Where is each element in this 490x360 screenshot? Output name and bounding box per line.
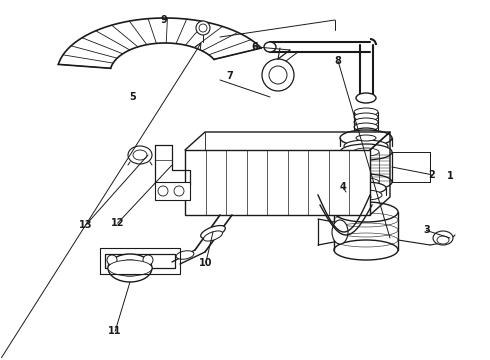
Ellipse shape xyxy=(158,186,168,196)
Ellipse shape xyxy=(128,146,152,164)
Ellipse shape xyxy=(107,255,117,265)
Text: 2: 2 xyxy=(428,170,435,180)
Ellipse shape xyxy=(174,186,184,196)
Ellipse shape xyxy=(433,231,453,245)
Bar xyxy=(185,150,370,215)
Ellipse shape xyxy=(437,236,449,244)
Ellipse shape xyxy=(264,42,276,52)
Ellipse shape xyxy=(346,182,386,194)
Text: 9: 9 xyxy=(161,15,168,25)
Ellipse shape xyxy=(350,190,382,200)
Ellipse shape xyxy=(262,59,294,91)
Ellipse shape xyxy=(201,225,225,238)
Ellipse shape xyxy=(340,144,392,160)
Ellipse shape xyxy=(108,260,152,276)
Ellipse shape xyxy=(108,254,152,282)
Ellipse shape xyxy=(196,21,210,35)
Ellipse shape xyxy=(199,24,207,32)
Text: 12: 12 xyxy=(111,218,124,228)
Ellipse shape xyxy=(356,135,376,141)
Ellipse shape xyxy=(332,220,348,244)
Text: 10: 10 xyxy=(199,258,213,268)
Text: 11: 11 xyxy=(108,326,122,336)
Ellipse shape xyxy=(340,130,392,146)
Ellipse shape xyxy=(176,251,194,259)
Ellipse shape xyxy=(354,108,378,116)
Ellipse shape xyxy=(354,123,378,131)
Ellipse shape xyxy=(354,113,378,121)
Text: 4: 4 xyxy=(340,182,346,192)
Ellipse shape xyxy=(334,240,398,260)
Ellipse shape xyxy=(344,140,388,152)
Ellipse shape xyxy=(353,178,379,186)
Ellipse shape xyxy=(143,255,153,265)
Text: 7: 7 xyxy=(226,71,233,81)
Ellipse shape xyxy=(353,148,379,156)
Text: 6: 6 xyxy=(251,42,258,52)
Ellipse shape xyxy=(133,150,147,160)
Ellipse shape xyxy=(354,128,378,136)
Ellipse shape xyxy=(334,202,398,222)
Text: 13: 13 xyxy=(79,220,93,230)
Text: 3: 3 xyxy=(423,225,430,235)
Ellipse shape xyxy=(203,231,222,241)
Text: 5: 5 xyxy=(129,92,136,102)
Ellipse shape xyxy=(116,260,144,276)
Ellipse shape xyxy=(356,93,376,103)
Ellipse shape xyxy=(269,66,287,84)
Text: 1: 1 xyxy=(447,171,454,181)
Text: 8: 8 xyxy=(335,56,342,66)
Bar xyxy=(155,182,190,200)
Ellipse shape xyxy=(361,195,371,199)
Ellipse shape xyxy=(354,118,378,126)
Ellipse shape xyxy=(340,174,392,190)
